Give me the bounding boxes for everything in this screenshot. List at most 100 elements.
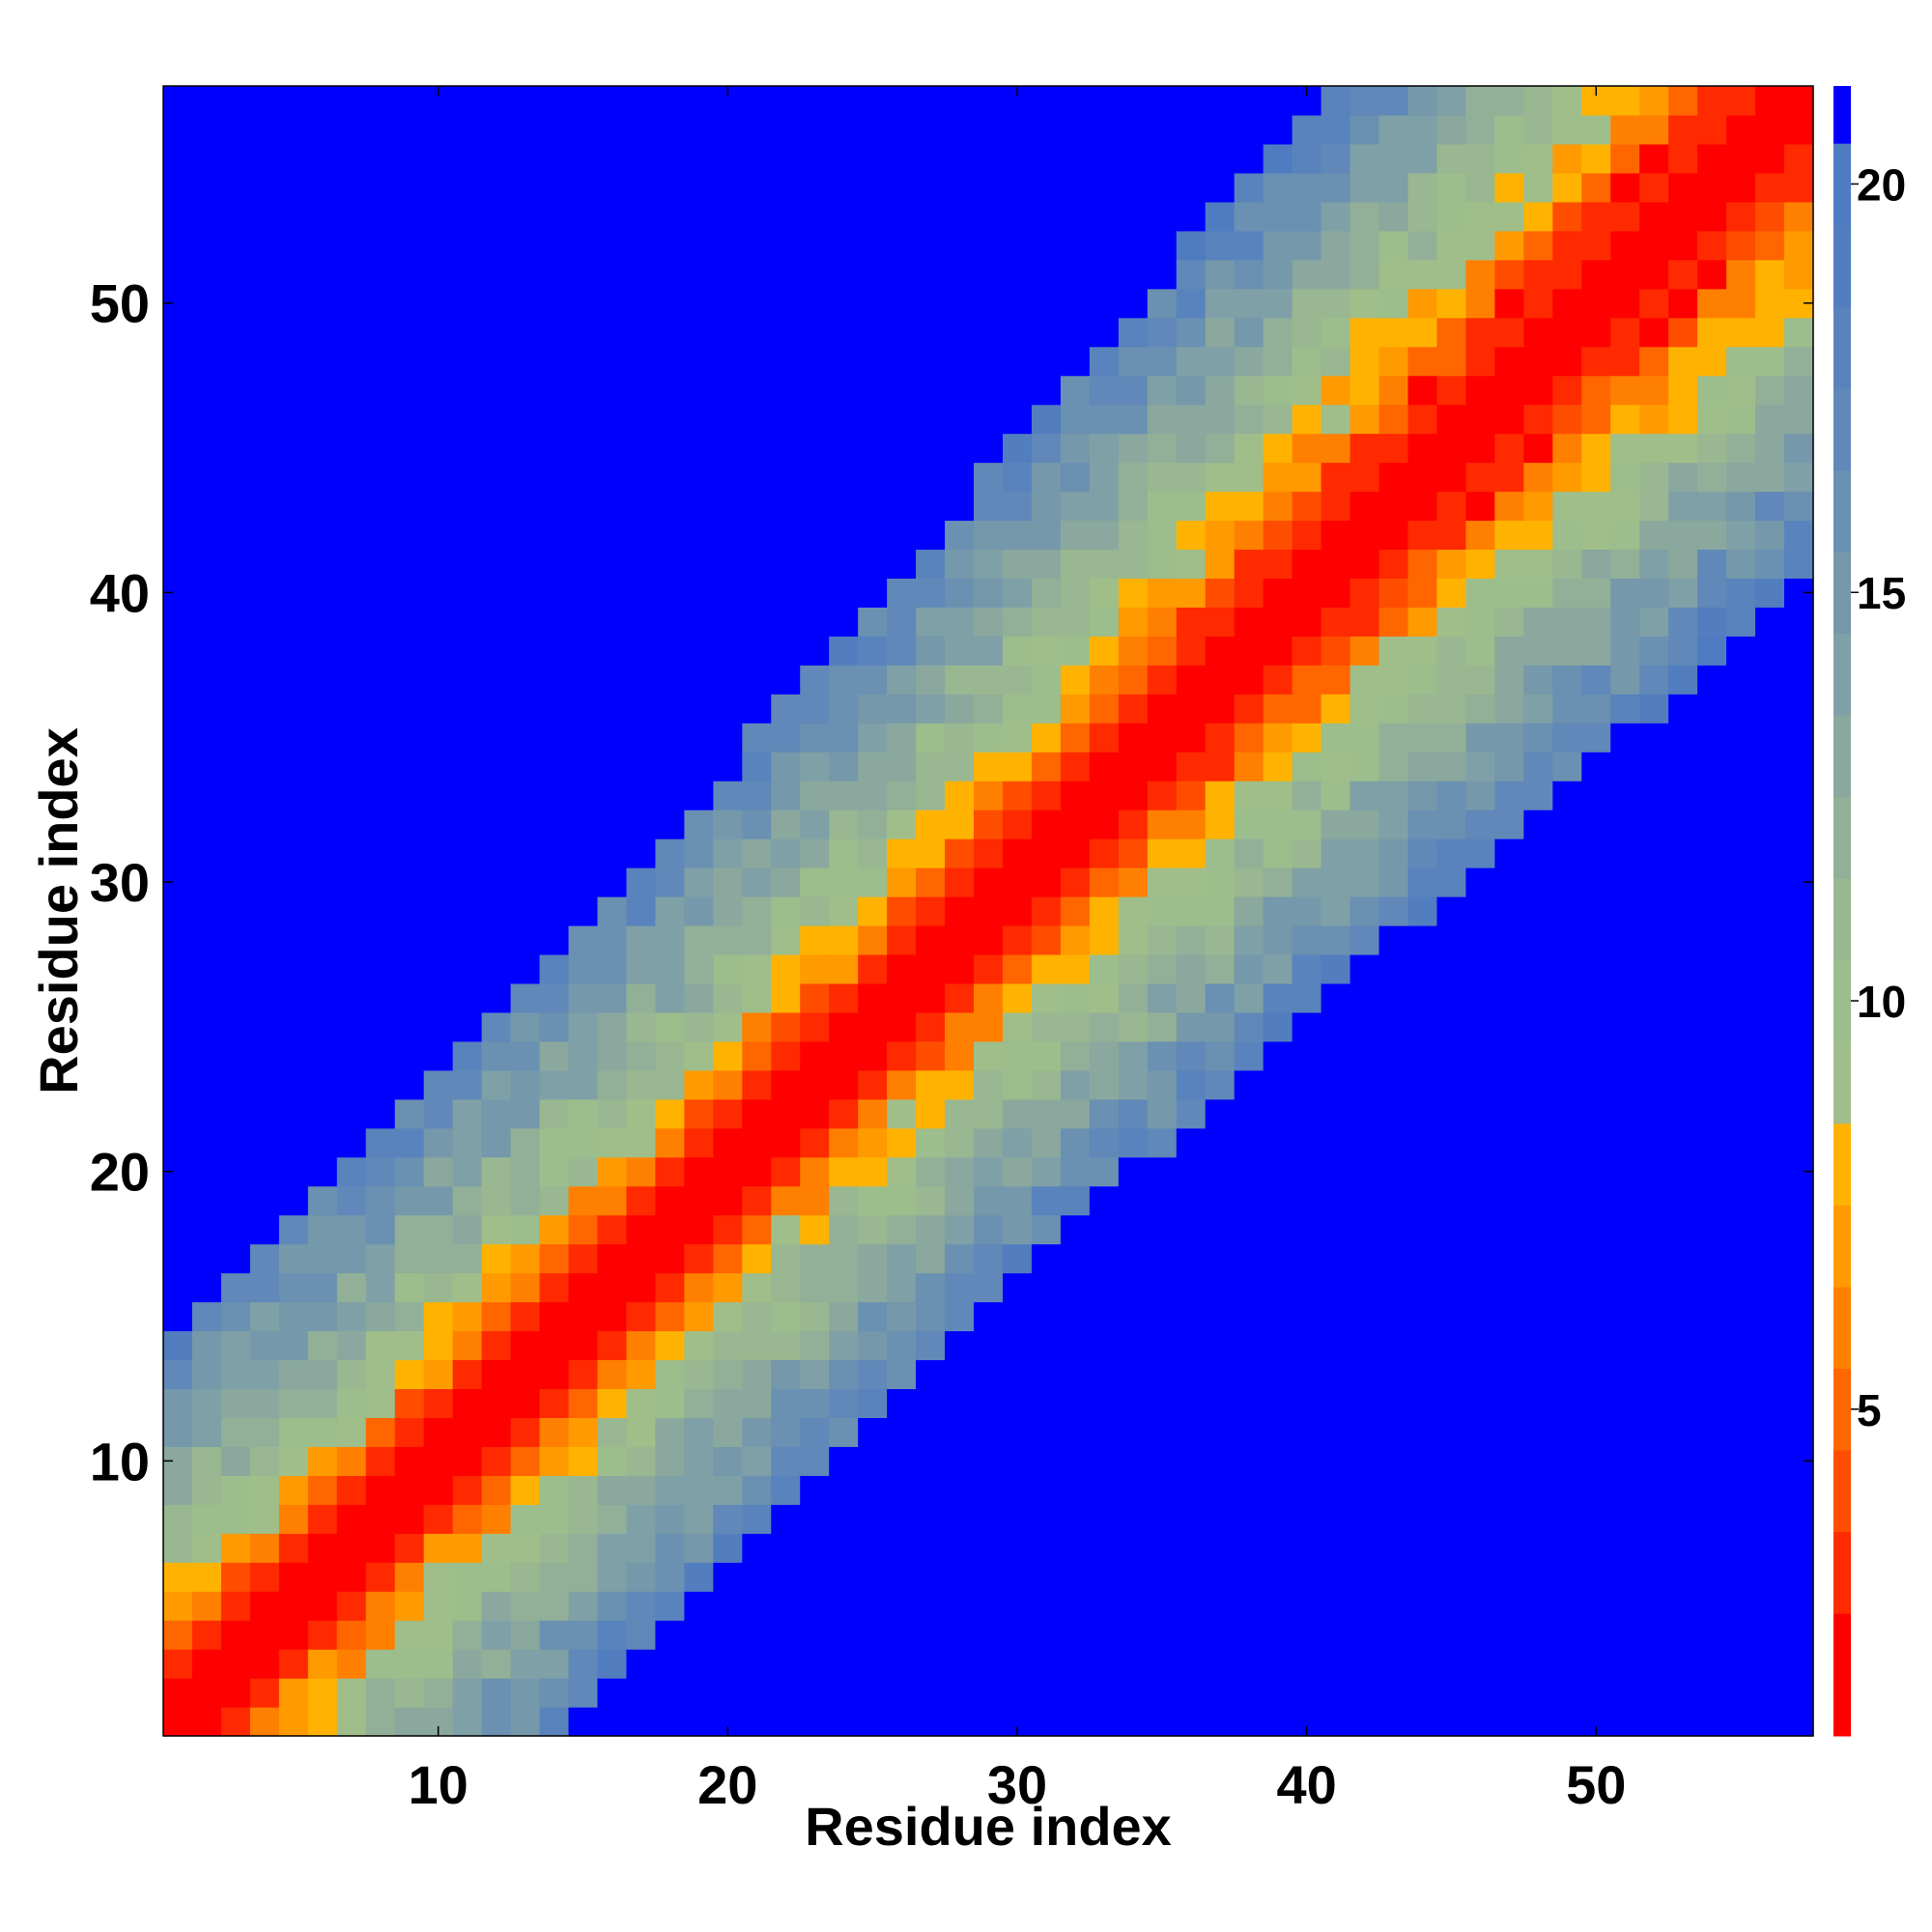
heatmap-cell bbox=[771, 953, 801, 984]
heatmap-cell bbox=[945, 1562, 975, 1592]
heatmap-cell bbox=[684, 114, 714, 145]
heatmap-cell bbox=[249, 201, 280, 232]
heatmap-cell bbox=[220, 896, 251, 926]
heatmap-cell bbox=[336, 1533, 367, 1563]
heatmap-cell bbox=[1292, 1620, 1322, 1650]
heatmap-cell bbox=[1610, 694, 1640, 724]
heatmap-cell bbox=[800, 1330, 830, 1361]
heatmap-cell bbox=[858, 114, 888, 145]
heatmap-cell bbox=[1668, 1098, 1698, 1129]
heatmap-cell bbox=[771, 1011, 801, 1042]
heatmap-cell bbox=[597, 346, 628, 377]
heatmap-cell bbox=[1118, 982, 1149, 1013]
heatmap-cell bbox=[597, 578, 628, 608]
colorbar-segment bbox=[1833, 1368, 1851, 1451]
heatmap-cell bbox=[220, 143, 251, 174]
heatmap-cell bbox=[220, 404, 251, 435]
heatmap-cell bbox=[1523, 143, 1553, 174]
heatmap-cell bbox=[1031, 143, 1062, 174]
heatmap-cell bbox=[1668, 86, 1698, 116]
heatmap-cell bbox=[1755, 288, 1785, 319]
heatmap-cell bbox=[220, 1649, 251, 1679]
heatmap-cell bbox=[278, 694, 309, 724]
heatmap-cell bbox=[1234, 723, 1264, 753]
heatmap-cell bbox=[974, 752, 1004, 781]
heatmap-cell bbox=[597, 433, 628, 464]
heatmap-cell bbox=[1378, 1127, 1409, 1158]
heatmap-cell bbox=[626, 114, 656, 145]
heatmap-cell bbox=[163, 607, 193, 637]
heatmap-cell bbox=[1350, 201, 1380, 232]
heatmap-cell bbox=[1002, 1591, 1033, 1621]
heatmap-cell bbox=[1407, 1475, 1438, 1505]
heatmap-cell bbox=[1350, 665, 1380, 695]
heatmap-cell bbox=[742, 86, 772, 116]
heatmap-cell bbox=[713, 172, 743, 203]
heatmap-cell bbox=[858, 838, 888, 868]
heatmap-cell bbox=[1118, 346, 1149, 377]
heatmap-cell bbox=[800, 1301, 830, 1332]
heatmap-cell bbox=[597, 896, 628, 926]
heatmap-cell bbox=[1407, 346, 1438, 377]
heatmap-cell bbox=[1350, 433, 1380, 464]
heatmap-cell bbox=[1639, 665, 1669, 695]
heatmap-cell bbox=[1205, 1620, 1236, 1650]
heatmap-cell bbox=[800, 1504, 830, 1534]
heatmap-cell bbox=[742, 201, 772, 232]
heatmap-cell bbox=[1610, 1156, 1640, 1187]
heatmap-cell bbox=[1784, 230, 1814, 261]
colorbar-segment bbox=[1833, 959, 1851, 1042]
heatmap-cell bbox=[1002, 1417, 1033, 1447]
heatmap-cell bbox=[1465, 1446, 1495, 1476]
heatmap-cell bbox=[394, 1591, 425, 1621]
heatmap-cell bbox=[278, 433, 309, 464]
heatmap-cell bbox=[163, 924, 193, 955]
heatmap-cell bbox=[568, 982, 599, 1013]
heatmap-cell bbox=[655, 953, 685, 984]
heatmap-cell bbox=[1060, 288, 1091, 319]
heatmap-cell bbox=[423, 752, 454, 781]
heatmap-cell bbox=[1321, 838, 1351, 868]
heatmap-cell bbox=[974, 1011, 1004, 1042]
heatmap-cell bbox=[597, 1011, 628, 1042]
heatmap-cell bbox=[1350, 1562, 1380, 1592]
heatmap-cell bbox=[858, 1040, 888, 1071]
heatmap-cell bbox=[1726, 781, 1756, 810]
heatmap-cell bbox=[481, 1533, 512, 1563]
heatmap-cell bbox=[1263, 723, 1293, 753]
heatmap-cell bbox=[1147, 1301, 1178, 1332]
heatmap-cell bbox=[394, 143, 425, 174]
heatmap-cell bbox=[1147, 1504, 1178, 1534]
heatmap-cell bbox=[1321, 1707, 1351, 1737]
heatmap-cell bbox=[1639, 86, 1669, 116]
heatmap-cell bbox=[1755, 317, 1785, 348]
heatmap-cell bbox=[1263, 1069, 1293, 1100]
heatmap-cell bbox=[916, 404, 946, 435]
heatmap-cell bbox=[1263, 665, 1293, 695]
heatmap-cell bbox=[858, 375, 888, 406]
heatmap-cell bbox=[220, 1156, 251, 1187]
heatmap-cell bbox=[916, 172, 946, 203]
heatmap-cell bbox=[887, 694, 917, 724]
heatmap-cell bbox=[916, 1562, 946, 1592]
heatmap-cell bbox=[597, 172, 628, 203]
heatmap-cell bbox=[307, 924, 338, 955]
heatmap-cell bbox=[829, 838, 859, 868]
heatmap-cell bbox=[163, 1214, 193, 1245]
heatmap-cell bbox=[1784, 1040, 1814, 1071]
heatmap-cell bbox=[278, 288, 309, 319]
heatmap-cell bbox=[163, 230, 193, 261]
heatmap-cell bbox=[394, 1156, 425, 1187]
heatmap-cell bbox=[1668, 1388, 1698, 1418]
heatmap-cell bbox=[163, 491, 193, 522]
heatmap-cell bbox=[887, 838, 917, 868]
heatmap-cell bbox=[1581, 1591, 1611, 1621]
heatmap-cell bbox=[423, 1127, 454, 1158]
heatmap-cell bbox=[1378, 520, 1409, 551]
heatmap-cell bbox=[278, 723, 309, 753]
heatmap-cell bbox=[278, 549, 309, 579]
heatmap-cell bbox=[1292, 1533, 1322, 1563]
heatmap-cell bbox=[249, 1098, 280, 1129]
heatmap-cell bbox=[684, 375, 714, 406]
